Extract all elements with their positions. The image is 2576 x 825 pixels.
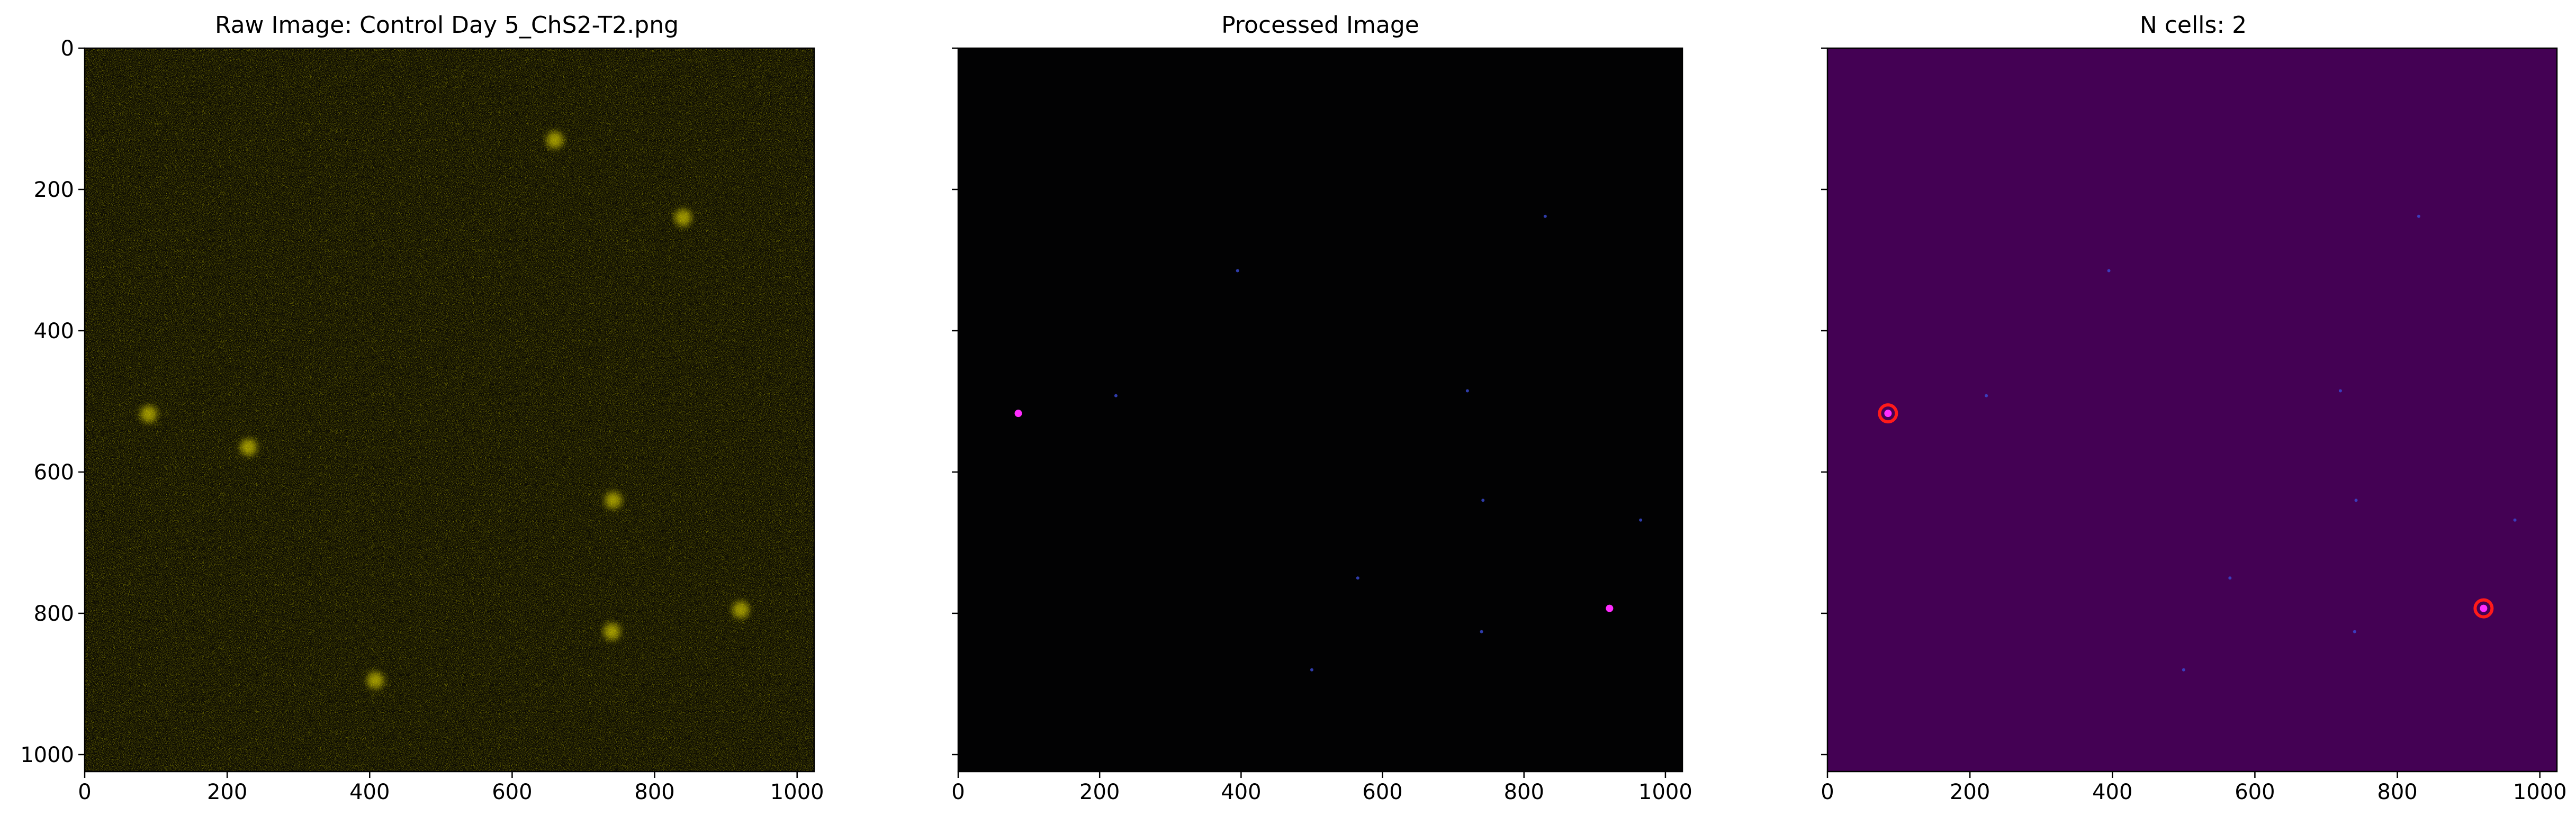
panel-title: Raw Image: Control Day 5_ChS2-T2.png [215,12,679,39]
cell-spot [1014,410,1022,418]
x-tick-label: 0 [951,780,965,804]
panel-title: Processed Image [1221,12,1419,39]
x-tick-label: 600 [1362,780,1402,804]
faint-spot [2228,576,2232,580]
raw-bright-spot [367,672,384,689]
faint-spot [1356,576,1359,580]
raw-bright-spot [546,131,564,149]
detected-spots [1884,214,2517,672]
raw-bright-spots [140,131,750,689]
y-tick-label: 800 [34,602,74,626]
detection-circles [1878,403,2494,619]
faint-spot [1639,518,1643,522]
y-tick-label: 1000 [20,743,74,767]
faint-spot [1236,269,1239,273]
faint-spot [2182,668,2185,672]
cell-spot [2480,604,2488,612]
faint-spot [2353,630,2356,633]
panel-title: N cells: 2 [2140,12,2247,39]
x-tick-label: 0 [1821,780,1834,804]
x-tick-label: 0 [78,780,91,804]
y-tick-label: 600 [34,460,74,485]
y-axis: 0 200 400 600 800 1000 [20,37,85,767]
x-tick-label: 200 [1950,780,1990,804]
y-tick-label: 0 [61,37,74,61]
processed-image-background [958,48,1682,772]
x-tick-label: 200 [1079,780,1120,804]
faint-spot [1985,394,1988,397]
faint-spot [1114,394,1118,397]
x-tick-label: 1000 [770,780,824,804]
y-axis [1821,47,1827,756]
raw-bright-spot [240,439,257,456]
x-axis: 0 200 400 600 800 1000 [951,772,1692,804]
faint-spot [1310,668,1313,672]
detected-cell-circle [1878,403,1898,424]
panel-frame [957,47,1683,773]
x-axis: 0 200 400 600 800 1000 [1821,772,2567,804]
panel-frame [1826,47,2558,773]
x-tick-label: 400 [349,780,390,804]
faint-spot [2513,518,2517,522]
faint-spot [2354,498,2358,502]
x-tick-label: 400 [1221,780,1261,804]
faint-spot [1480,630,1483,633]
raw-bright-spot [605,492,622,509]
raw-bright-spot [603,623,620,640]
x-tick-label: 800 [1504,780,1544,804]
panel-detected: N cells: 2 0 200 400 600 800 1000 [1821,12,2566,804]
x-tick-label: 1000 [1638,780,1692,804]
y-axis [952,47,958,756]
faint-spot [1481,498,1485,502]
panel-raw: Raw Image: Control Day 5_ChS2-T2.png 0 20… [20,12,824,804]
x-tick-label: 600 [492,780,532,804]
x-tick-label: 800 [634,780,674,804]
faint-spot [2107,269,2111,273]
y-tick-label: 400 [34,319,74,343]
raw-bright-spot [140,405,158,423]
processed-spots [1014,214,1643,672]
cell-spot [1606,604,1614,612]
x-tick-label: 200 [207,780,247,804]
raw-bright-spot [732,601,750,619]
panel-processed: Processed Image 0 200 400 600 800 1000 [951,12,1692,804]
detected-image-background [1827,48,2557,772]
raw-bright-spot [674,209,692,226]
faint-spot [1543,214,1547,218]
y-tick-label: 200 [34,178,74,202]
faint-spot [2417,214,2420,218]
detected-cell-circle [2473,598,2494,619]
x-tick-label: 800 [2377,780,2417,804]
faint-spot [2338,389,2342,393]
x-tick-label: 600 [2235,780,2275,804]
raw-image-speckle [85,48,814,772]
x-tick-label: 1000 [2513,780,2567,804]
x-axis: 0 200 400 600 800 1000 [78,772,824,804]
x-tick-label: 400 [2092,780,2132,804]
cell-spot [1884,410,1892,418]
faint-spot [1465,389,1469,393]
panel-frame [84,47,815,773]
